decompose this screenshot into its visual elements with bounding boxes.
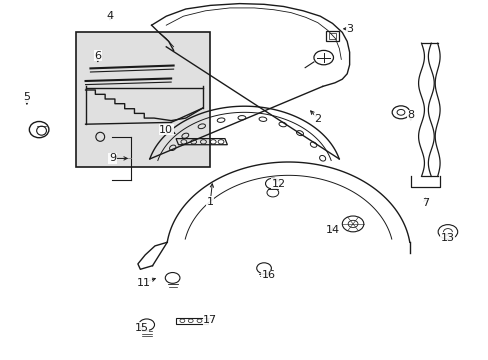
Text: 13: 13 <box>440 233 453 243</box>
Text: 4: 4 <box>106 11 113 21</box>
Bar <box>325 31 338 41</box>
Bar <box>328 33 335 39</box>
Text: 7: 7 <box>421 198 428 208</box>
Text: 14: 14 <box>325 225 339 235</box>
Text: 8: 8 <box>407 110 413 120</box>
Text: 10: 10 <box>159 125 173 135</box>
Bar <box>76 32 210 167</box>
Text: 1: 1 <box>206 197 213 207</box>
Bar <box>176 318 207 324</box>
Text: 12: 12 <box>271 179 285 189</box>
Text: 11: 11 <box>137 278 151 288</box>
Text: 5: 5 <box>23 92 30 102</box>
Text: 3: 3 <box>346 24 352 34</box>
Text: 17: 17 <box>203 315 217 325</box>
Text: 16: 16 <box>262 270 275 280</box>
Text: 15: 15 <box>135 323 148 333</box>
Text: 9: 9 <box>109 153 116 163</box>
Text: 6: 6 <box>94 51 101 61</box>
Text: 2: 2 <box>314 114 321 124</box>
